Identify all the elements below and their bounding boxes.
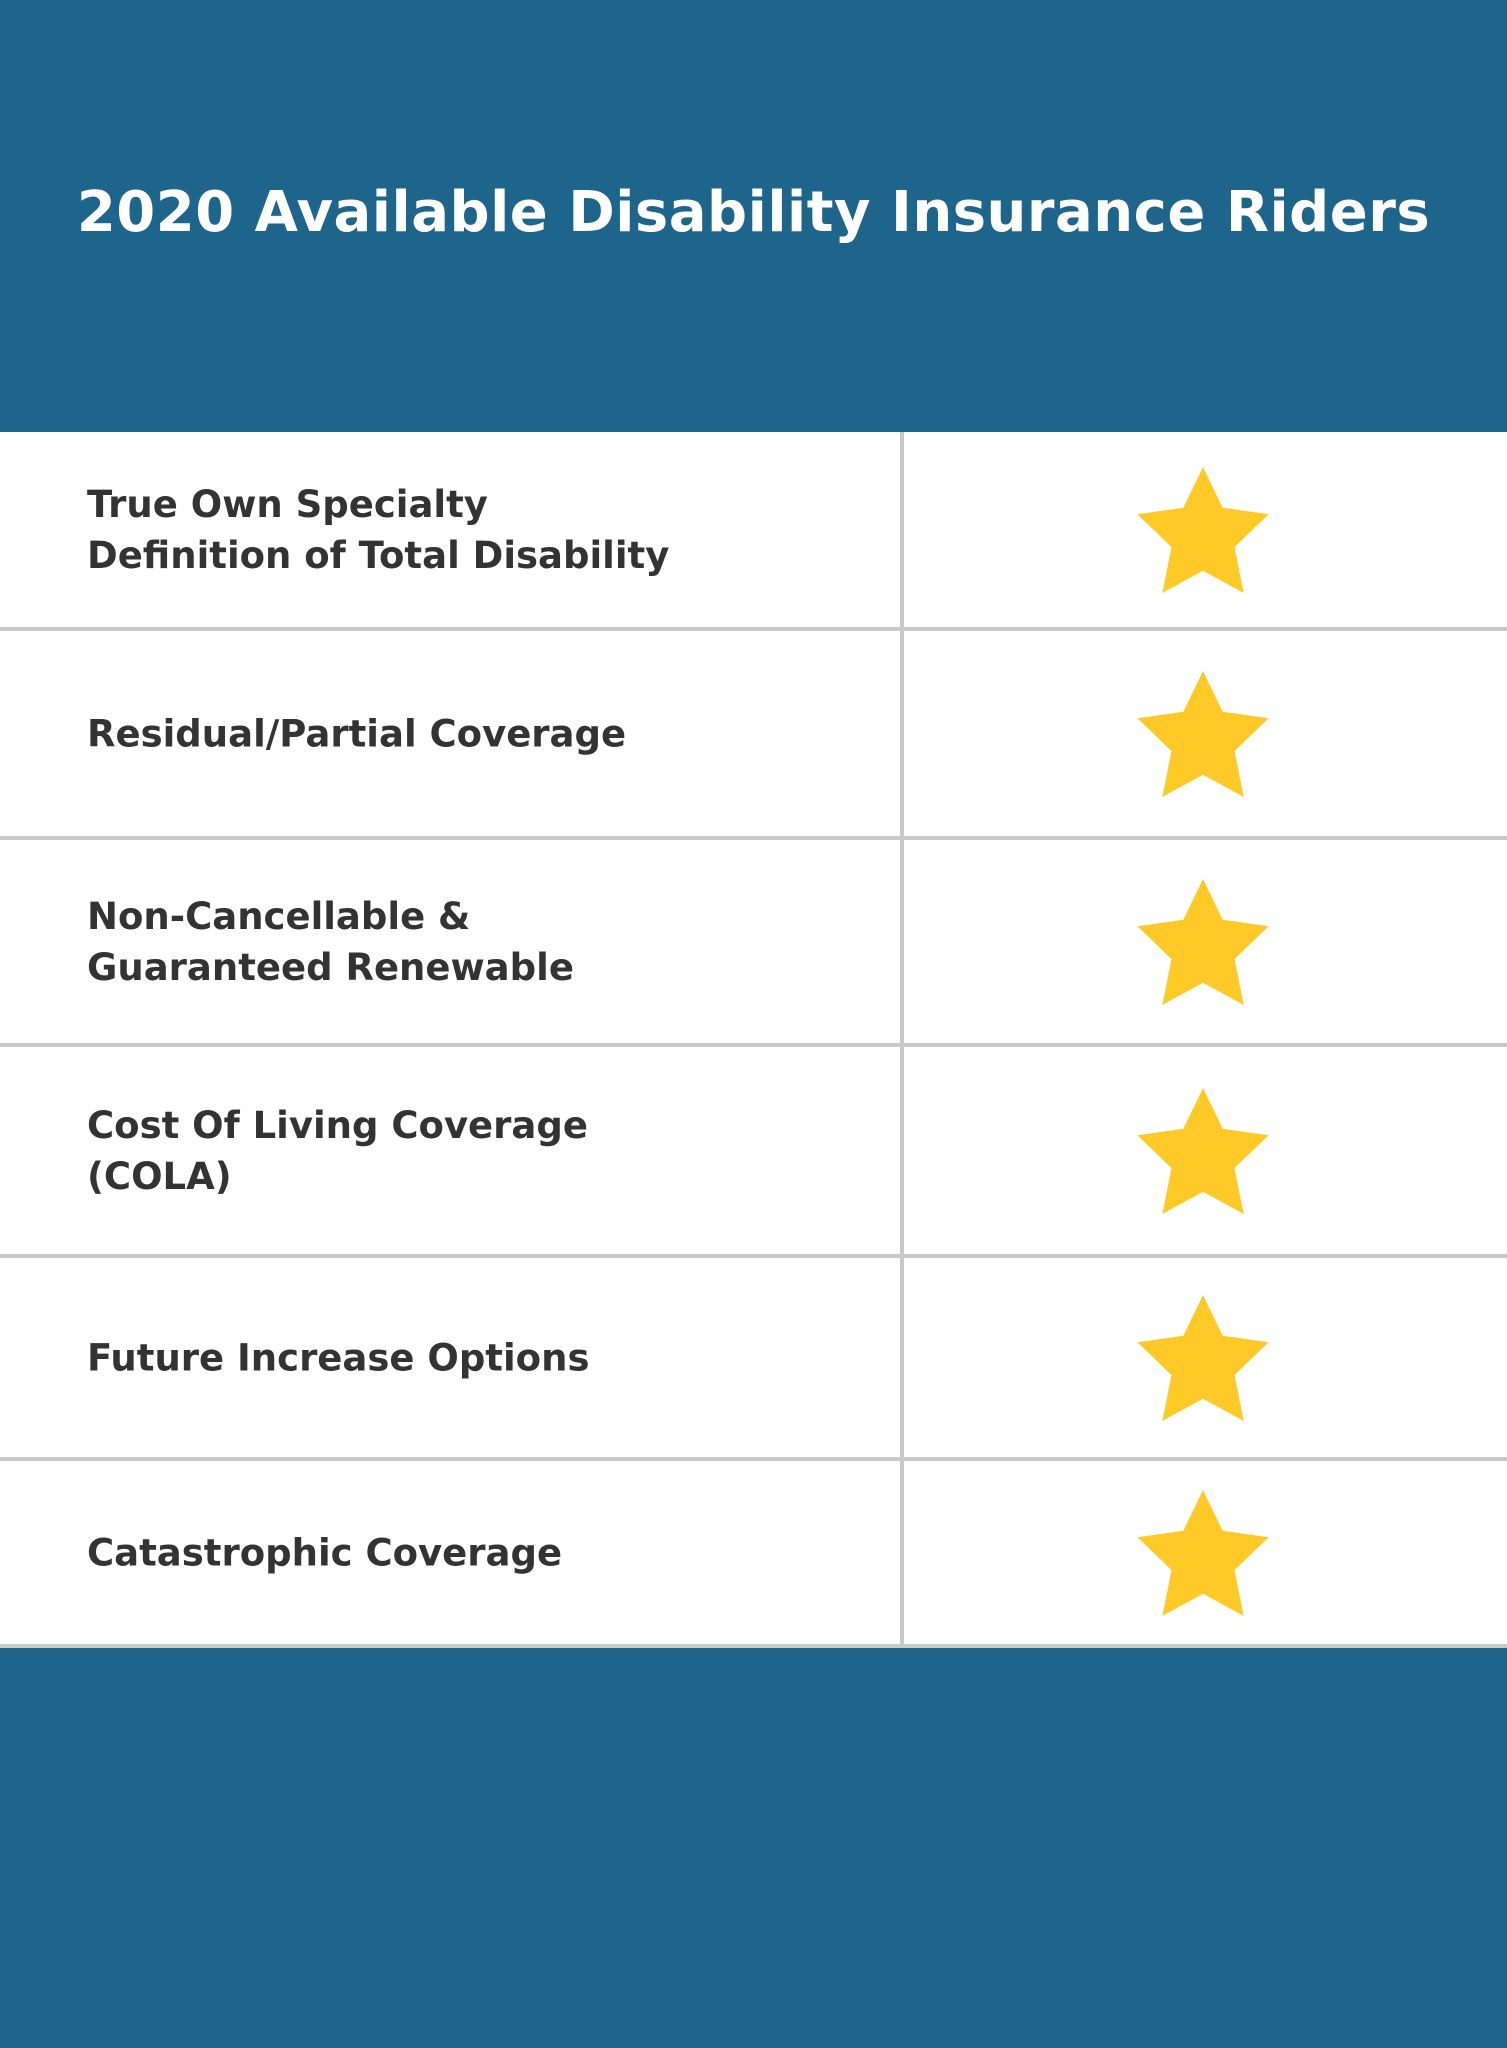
table-row: Residual/Partial Coverage [0, 631, 1507, 840]
rider-label: Non-Cancellable & Guaranteed Renewable [87, 894, 574, 989]
rider-label: Cost Of Living Coverage (COLA) [87, 1103, 588, 1198]
page-title: 2020 Available Disability Insurance Ride… [76, 180, 1431, 245]
star-icon [1137, 1489, 1269, 1616]
table-row: Cost Of Living Coverage (COLA) [0, 1047, 1507, 1258]
star-icon [1137, 1294, 1269, 1421]
column-divider [900, 432, 904, 1648]
rider-label: True Own Specialty Definition of Total D… [87, 482, 670, 577]
table-row: Non-Cancellable & Guaranteed Renewable [0, 840, 1507, 1047]
rider-label: Residual/Partial Coverage [87, 712, 627, 755]
table-row: Future Increase Options [0, 1258, 1507, 1461]
riders-table: True Own Specialty Definition of Total D… [0, 432, 1507, 1648]
star-icon [1137, 670, 1269, 797]
rider-label: Future Increase Options [87, 1336, 590, 1379]
table-row: True Own Specialty Definition of Total D… [0, 432, 1507, 631]
star-icon [1137, 878, 1269, 1005]
rider-label: Catastrophic Coverage [87, 1531, 563, 1574]
star-icon [1137, 466, 1269, 593]
table-row: Catastrophic Coverage [0, 1461, 1507, 1648]
star-icon [1137, 1087, 1269, 1214]
